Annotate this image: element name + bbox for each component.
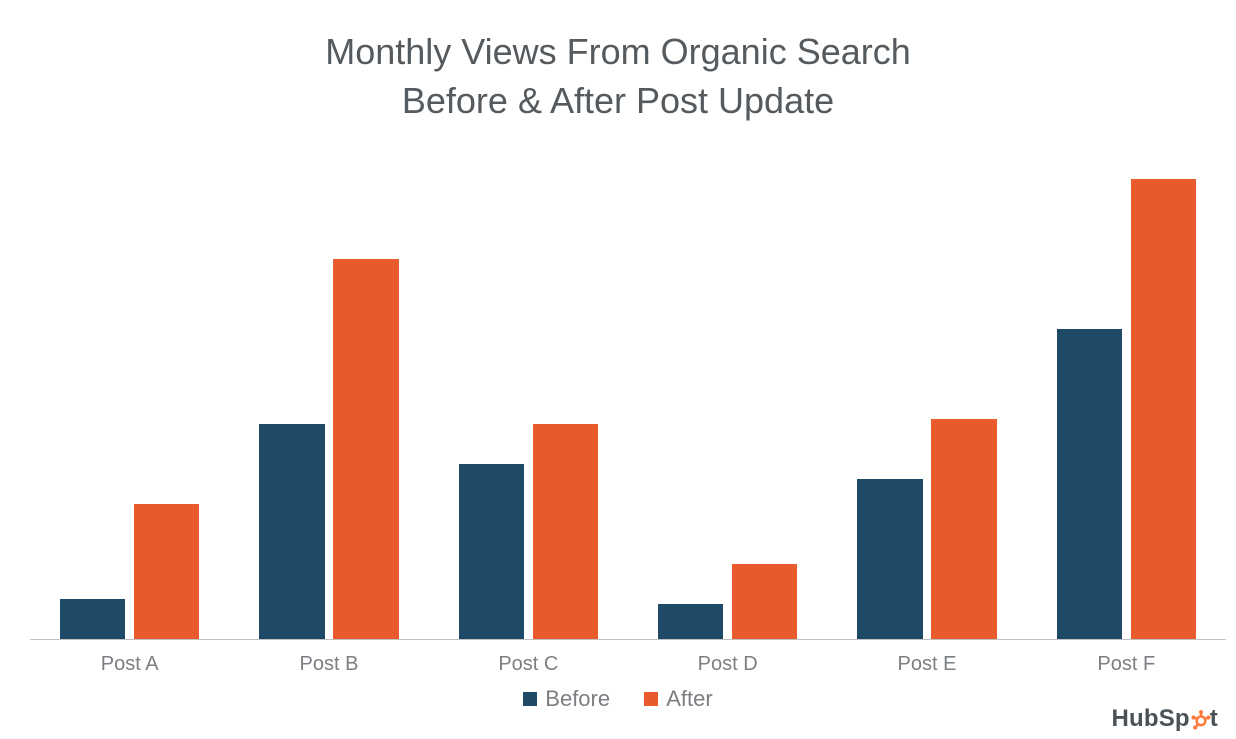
- category-label: Post D: [658, 653, 798, 676]
- chart-title: Monthly Views From Organic Search Before…: [0, 0, 1236, 125]
- bar-before: [459, 464, 525, 639]
- logo-text-right: t: [1210, 705, 1218, 733]
- bar-before: [1057, 329, 1123, 639]
- bar-before: [259, 424, 325, 639]
- bar-after: [533, 424, 599, 639]
- bar-before: [60, 599, 126, 639]
- legend: Before After: [0, 686, 1236, 712]
- bar-group: Post B: [259, 180, 399, 639]
- bar-group: Post D: [658, 180, 798, 639]
- chart-container: Monthly Views From Organic Search Before…: [0, 0, 1236, 739]
- title-line-2: Before & After Post Update: [402, 80, 834, 121]
- bar-before: [658, 604, 724, 639]
- bar-after: [732, 564, 798, 639]
- bar-group: Post C: [459, 180, 599, 639]
- plot-area: Post A Post B Post C Post D Post E Post F: [30, 180, 1226, 640]
- category-label: Post B: [259, 653, 399, 676]
- bar-after: [931, 419, 997, 639]
- legend-item-after: After: [644, 686, 712, 712]
- sprocket-icon: [1191, 709, 1211, 729]
- hubspot-logo: HubSp t: [1111, 705, 1218, 733]
- category-label: Post F: [1057, 653, 1197, 676]
- bar-group: Post A: [60, 180, 200, 639]
- bar-after: [333, 259, 399, 639]
- bar-after: [134, 504, 200, 639]
- category-label: Post C: [459, 653, 599, 676]
- legend-label-after: After: [666, 686, 712, 712]
- category-label: Post E: [857, 653, 997, 676]
- logo-text-left: HubSp: [1111, 705, 1189, 733]
- category-label: Post A: [60, 653, 200, 676]
- title-line-1: Monthly Views From Organic Search: [325, 31, 911, 72]
- bar-group: Post E: [857, 180, 997, 639]
- bar-before: [857, 479, 923, 639]
- legend-label-before: Before: [545, 686, 610, 712]
- legend-item-before: Before: [523, 686, 610, 712]
- bar-after: [1131, 179, 1197, 639]
- legend-swatch-before: [523, 692, 537, 706]
- legend-swatch-after: [644, 692, 658, 706]
- bar-group: Post F: [1057, 180, 1197, 639]
